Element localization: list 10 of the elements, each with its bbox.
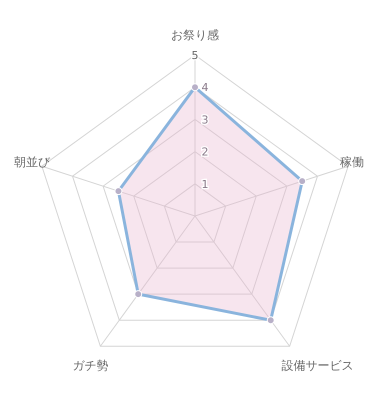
spoke-label: お祭り感 <box>171 28 219 42</box>
spoke-label: ガチ勢 <box>72 358 108 373</box>
spoke-label: 設備サービス <box>282 358 354 373</box>
spoke-label: 朝並び <box>14 154 51 169</box>
y-tick-label: 4 <box>202 81 208 94</box>
y-tick-label: 3 <box>202 113 208 126</box>
spoke-label: 稼働 <box>340 154 364 169</box>
y-tick-label: 1 <box>202 178 208 191</box>
y-tick-label: 2 <box>202 146 208 159</box>
y-tick-label: 5 <box>192 49 198 62</box>
